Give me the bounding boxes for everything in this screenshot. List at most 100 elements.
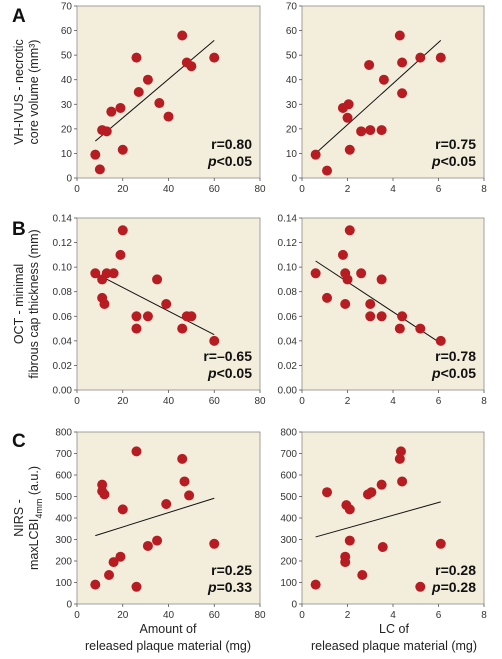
data-point — [179, 476, 190, 487]
correlation-p: p=0.33 — [207, 579, 252, 595]
correlation-r: r=0.78 — [435, 348, 476, 364]
y-axis-label-line1: VH-IVUS - necrotic — [12, 39, 26, 145]
x-tick-label: 40 — [163, 610, 175, 621]
regression-line — [95, 272, 215, 336]
y-tick-label: 0 — [291, 600, 297, 611]
y-axis-label: NIRS -maxLCBI4mm (a.u.) — [12, 466, 44, 570]
chart-c-right: 0 100 200 300 400 500 600 700 800 0 2 4 6 8 r=0.28p=0.… — [280, 428, 487, 622]
correlation-r: r=0.75 — [435, 136, 476, 152]
y-tick-label: 0 — [291, 174, 297, 185]
data-point — [186, 311, 197, 322]
data-point — [376, 311, 387, 322]
x-tick-label: 6 — [436, 610, 442, 621]
x-tick-label: 40 — [163, 184, 175, 195]
p-symbol: p — [207, 365, 217, 381]
plot-area — [301, 5, 485, 179]
correlation-r: r=0.28 — [435, 562, 476, 578]
data-point — [154, 98, 165, 109]
y-tick-label: 100 — [55, 578, 72, 589]
p-symbol: p — [431, 365, 441, 381]
x-tick-label: 20 — [117, 396, 129, 407]
data-point — [365, 125, 376, 136]
y-tick-label: 200 — [280, 557, 297, 568]
x-axis-label-left-line1: Amount of — [140, 622, 198, 636]
y-tick-label: 0.00 — [278, 386, 298, 397]
chart-b-left: 0.00 0.02 0.04 0.06 0.08 0.10 0.12 0.14 0 20 40 60 8… — [12, 214, 266, 408]
correlation-r: r=0.80 — [211, 136, 252, 152]
y-tick-label: 800 — [280, 428, 297, 439]
y-axis-label-line1: NIRS - — [12, 499, 26, 537]
data-point — [357, 569, 368, 580]
data-point — [133, 87, 144, 97]
data-point — [395, 446, 406, 457]
data-point — [377, 542, 388, 553]
data-point — [397, 311, 408, 322]
plot-area — [301, 431, 485, 605]
data-point — [435, 52, 446, 63]
data-point — [310, 149, 321, 160]
data-point — [364, 59, 375, 70]
y-tick-label: 30 — [61, 100, 73, 111]
x-tick-label: 80 — [254, 184, 266, 195]
p-symbol: p — [207, 153, 217, 169]
data-point — [342, 274, 353, 285]
data-point — [322, 487, 333, 498]
data-point — [310, 579, 321, 590]
data-point — [101, 126, 112, 137]
x-tick-label: 0 — [74, 610, 80, 621]
data-point — [322, 165, 333, 176]
data-point — [435, 538, 446, 549]
correlation-p: p=0.28 — [431, 579, 476, 595]
data-point — [209, 538, 220, 549]
data-point — [108, 557, 119, 568]
x-tick-label: 8 — [481, 184, 487, 195]
data-point — [394, 30, 405, 41]
correlation-r: r=–0.65 — [203, 348, 252, 364]
x-tick-label: 8 — [481, 610, 487, 621]
y-axis-label: OCT - minimalfibrous cap thickness (mm) — [12, 229, 41, 378]
y-tick-label: 70 — [61, 2, 73, 13]
x-tick-label: 0 — [299, 396, 305, 407]
y-tick-label: 0.12 — [53, 238, 73, 249]
y-axis-label-line2: core volume (mm³) — [27, 40, 41, 145]
data-point — [209, 52, 220, 63]
data-point — [344, 144, 355, 155]
plot-area — [301, 217, 485, 391]
p-value: =0.33 — [217, 579, 253, 595]
data-point — [365, 311, 376, 322]
data-point — [366, 487, 377, 498]
data-point — [340, 557, 351, 568]
data-point — [142, 311, 153, 322]
p-value: <0.05 — [217, 365, 253, 381]
y-tick-label: 600 — [55, 471, 72, 482]
x-axis-label-left-line2: released plaque material (mg) — [85, 639, 251, 653]
data-point — [394, 323, 405, 334]
data-point — [415, 581, 426, 592]
y-tick-label: 600 — [280, 471, 297, 482]
x-axis-label-right-line1: LC of — [379, 622, 409, 636]
y-tick-label: 200 — [55, 557, 72, 568]
x-tick-label: 0 — [299, 610, 305, 621]
y-tick-label: 700 — [280, 449, 297, 460]
plot-area — [76, 5, 261, 179]
y-tick-label: 500 — [280, 492, 297, 503]
correlation-p: p<0.05 — [431, 153, 476, 169]
x-tick-label: 2 — [345, 396, 351, 407]
y-tick-label: 0.00 — [53, 386, 73, 397]
x-tick-label: 2 — [345, 610, 351, 621]
data-point — [376, 125, 387, 136]
data-point — [131, 52, 142, 63]
x-axis-label-right-line2: released plaque material (mg) — [311, 639, 477, 653]
panel-letter-b: B — [12, 219, 26, 240]
y-tick-label: 0.08 — [53, 287, 73, 298]
y-tick-label: 40 — [61, 75, 73, 86]
data-point — [337, 249, 348, 260]
p-symbol: p — [207, 579, 217, 595]
data-point — [142, 540, 153, 551]
data-point — [131, 311, 142, 322]
data-point — [163, 111, 174, 122]
y-tick-label: 0.06 — [278, 312, 298, 323]
y-tick-label: 0 — [66, 600, 72, 611]
x-tick-label: 4 — [390, 610, 396, 621]
